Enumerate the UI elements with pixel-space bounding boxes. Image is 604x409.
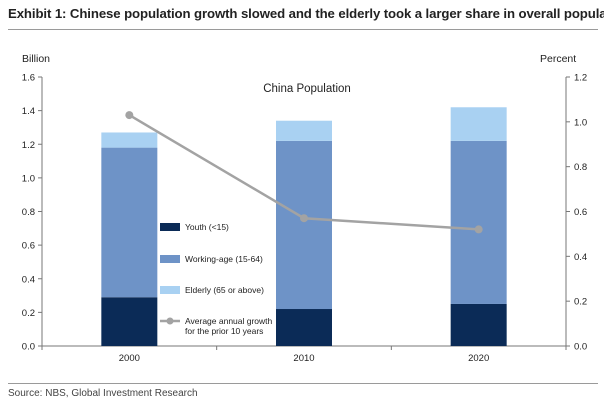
exhibit-title: Exhibit 1: Chinese population growth slo… (8, 6, 604, 21)
legend-swatch (160, 286, 180, 294)
left-tick-label: 1.0 (22, 173, 35, 184)
source-divider (8, 383, 598, 384)
bar-working-age-2020 (450, 140, 507, 304)
left-tick-label: 0.0 (22, 342, 35, 353)
right-tick-label: 0.2 (574, 297, 587, 308)
left-tick-label: 1.4 (22, 106, 35, 117)
right-tick-label: 1.0 (574, 117, 587, 128)
right-tick-label: 0.4 (574, 252, 587, 263)
x-tick-label: 2020 (468, 353, 489, 364)
legend-label: Average annual growth (185, 316, 273, 326)
bar-elderly-2010 (276, 120, 332, 141)
growth-point-2010 (300, 214, 308, 223)
legend-label: Working-age (15-64) (185, 254, 263, 264)
bar-elderly-2000 (101, 132, 158, 148)
bar-youth-2020 (450, 303, 507, 346)
x-tick-label: 2010 (293, 353, 314, 364)
growth-point-2000 (125, 111, 134, 120)
legend-swatch (160, 255, 180, 263)
right-tick-label: 0.0 (574, 342, 587, 353)
legend-label: Elderly (65 or above) (185, 285, 264, 295)
right-tick-label: 1.2 (574, 73, 587, 84)
bar-youth-2000 (101, 297, 158, 346)
left-tick-label: 0.4 (22, 274, 35, 285)
legend-label: for the prior 10 years (185, 326, 263, 336)
chart-title: China Population (263, 83, 351, 95)
bar-elderly-2020 (450, 107, 507, 141)
legend-label: Youth (<15) (185, 222, 229, 232)
bar-working-age-2000 (101, 147, 158, 298)
population-chart: Billion Percent 0.0 0.2 0.4 0.6 0.8 1.0 1.2 1.4 1.… (22, 53, 587, 364)
left-axis-title: Billion (22, 53, 50, 65)
growth-point-2020 (474, 225, 483, 234)
source-note: Source: NBS, Global Investment Research (8, 388, 198, 399)
left-tick-label: 0.8 (22, 207, 35, 218)
left-tick-label: 1.6 (22, 73, 35, 84)
right-tick-label: 0.6 (574, 207, 587, 218)
left-tick-label: 0.6 (22, 241, 35, 252)
bar-working-age-2010 (276, 140, 332, 310)
right-axis-title: Percent (540, 53, 576, 65)
legend-line-marker (166, 317, 174, 325)
x-tick-label: 2000 (119, 353, 140, 364)
title-divider (8, 29, 598, 30)
left-tick-label: 1.2 (22, 140, 35, 151)
right-tick-label: 0.8 (574, 162, 587, 173)
legend-swatch (160, 223, 180, 231)
left-tick-label: 0.2 (22, 308, 35, 319)
bar-youth-2010 (276, 309, 332, 346)
